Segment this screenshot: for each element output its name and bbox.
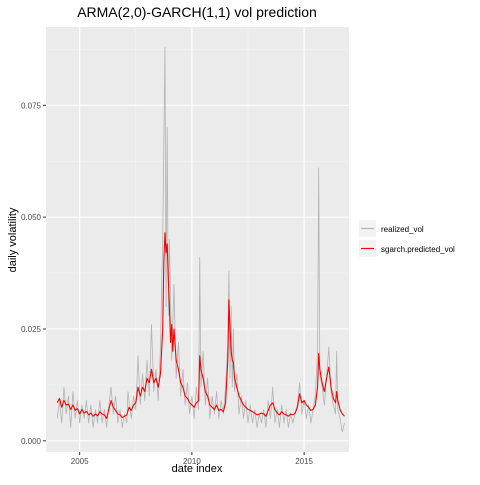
y-tick-label: 0.075 — [21, 101, 42, 110]
legend-label: realized_vol — [381, 225, 424, 234]
y-tick-label: 0.025 — [21, 325, 42, 334]
grid-minor-lines — [46, 27, 349, 452]
y-tick-label: 0.050 — [21, 213, 42, 222]
x-tick-label: 2015 — [295, 457, 313, 466]
x-axis-label: date index — [172, 463, 223, 475]
x-tick-label: 2005 — [71, 457, 89, 466]
series-layer — [56, 46, 345, 433]
plot-panel — [46, 27, 349, 452]
grid-major-lines — [46, 27, 349, 452]
y-tick-label: 0.000 — [21, 437, 42, 446]
chart-title: ARMA(2,0)-GARCH(1,1) vol prediction — [77, 4, 317, 20]
legend: realized_vol sgarch.predicted_vol — [359, 220, 455, 257]
series-line-sgarch.predicted_vol — [56, 232, 345, 419]
x-axis: 2005 2010 2015 — [71, 452, 314, 466]
y-axis-label: daily volatility — [7, 207, 19, 272]
x-tick-label: 2010 — [183, 457, 201, 466]
legend-label: sgarch.predicted_vol — [381, 245, 455, 254]
y-axis: 0.000 0.025 0.050 0.075 — [21, 101, 46, 446]
